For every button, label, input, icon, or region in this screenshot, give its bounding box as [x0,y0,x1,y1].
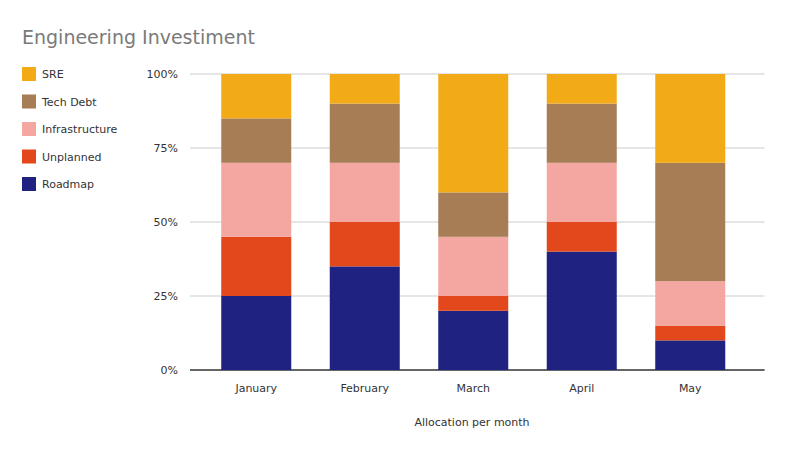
bar-segment [221,237,291,296]
bar-segment [438,311,508,370]
bar-segment [221,163,291,237]
bar-segment [221,74,291,118]
bar-segment [330,266,400,370]
legend-label: Unplanned [42,151,102,164]
legend-swatch [22,67,36,81]
legend-label: Infrastructure [42,123,118,136]
bar-segment [330,163,400,222]
bar-segment [330,74,400,104]
bar-segment [547,104,617,163]
y-tick-label: 0% [161,364,178,377]
legend-swatch [22,122,36,136]
bar-segment [547,252,617,370]
bar-segment [655,326,725,341]
legend-label: Roadmap [42,178,94,191]
y-tick-label: 50% [154,216,178,229]
bar-segment [547,163,617,222]
bar-segment [330,222,400,266]
legend-swatch [22,177,36,191]
y-tick-label: 25% [154,290,178,303]
bar-segment [547,222,617,252]
y-tick-label: 75% [154,142,178,155]
x-tick-label: January [234,382,277,395]
bar-segment [655,340,725,370]
bar-segment [655,281,725,325]
bar-segment [655,163,725,281]
bar-segment [438,237,508,296]
bar-segment [547,74,617,104]
title: Engineering Investiment [22,26,255,48]
bar-segment [221,296,291,370]
x-tick-label: April [569,382,594,395]
bar-segment [438,296,508,311]
x-tick-label: May [679,382,702,395]
legend-label: Tech Debt [41,96,97,109]
bar-segment [655,74,725,163]
bars [221,74,725,370]
y-tick-label: 100% [147,68,178,81]
bar-segment [330,104,400,163]
legend-label: SRE [42,68,64,81]
chart: Engineering Investiment 0% 25% 50% 75% 100% Ja… [0,0,786,452]
bar-segment [438,192,508,236]
x-tick-label: March [456,382,490,395]
bar-segment [221,118,291,162]
x-tick-label: February [340,382,389,395]
bar-segment [438,74,508,192]
x-axis-title: Allocation per month [414,416,529,429]
legend-swatch [22,150,36,164]
legend-swatch [22,95,36,109]
